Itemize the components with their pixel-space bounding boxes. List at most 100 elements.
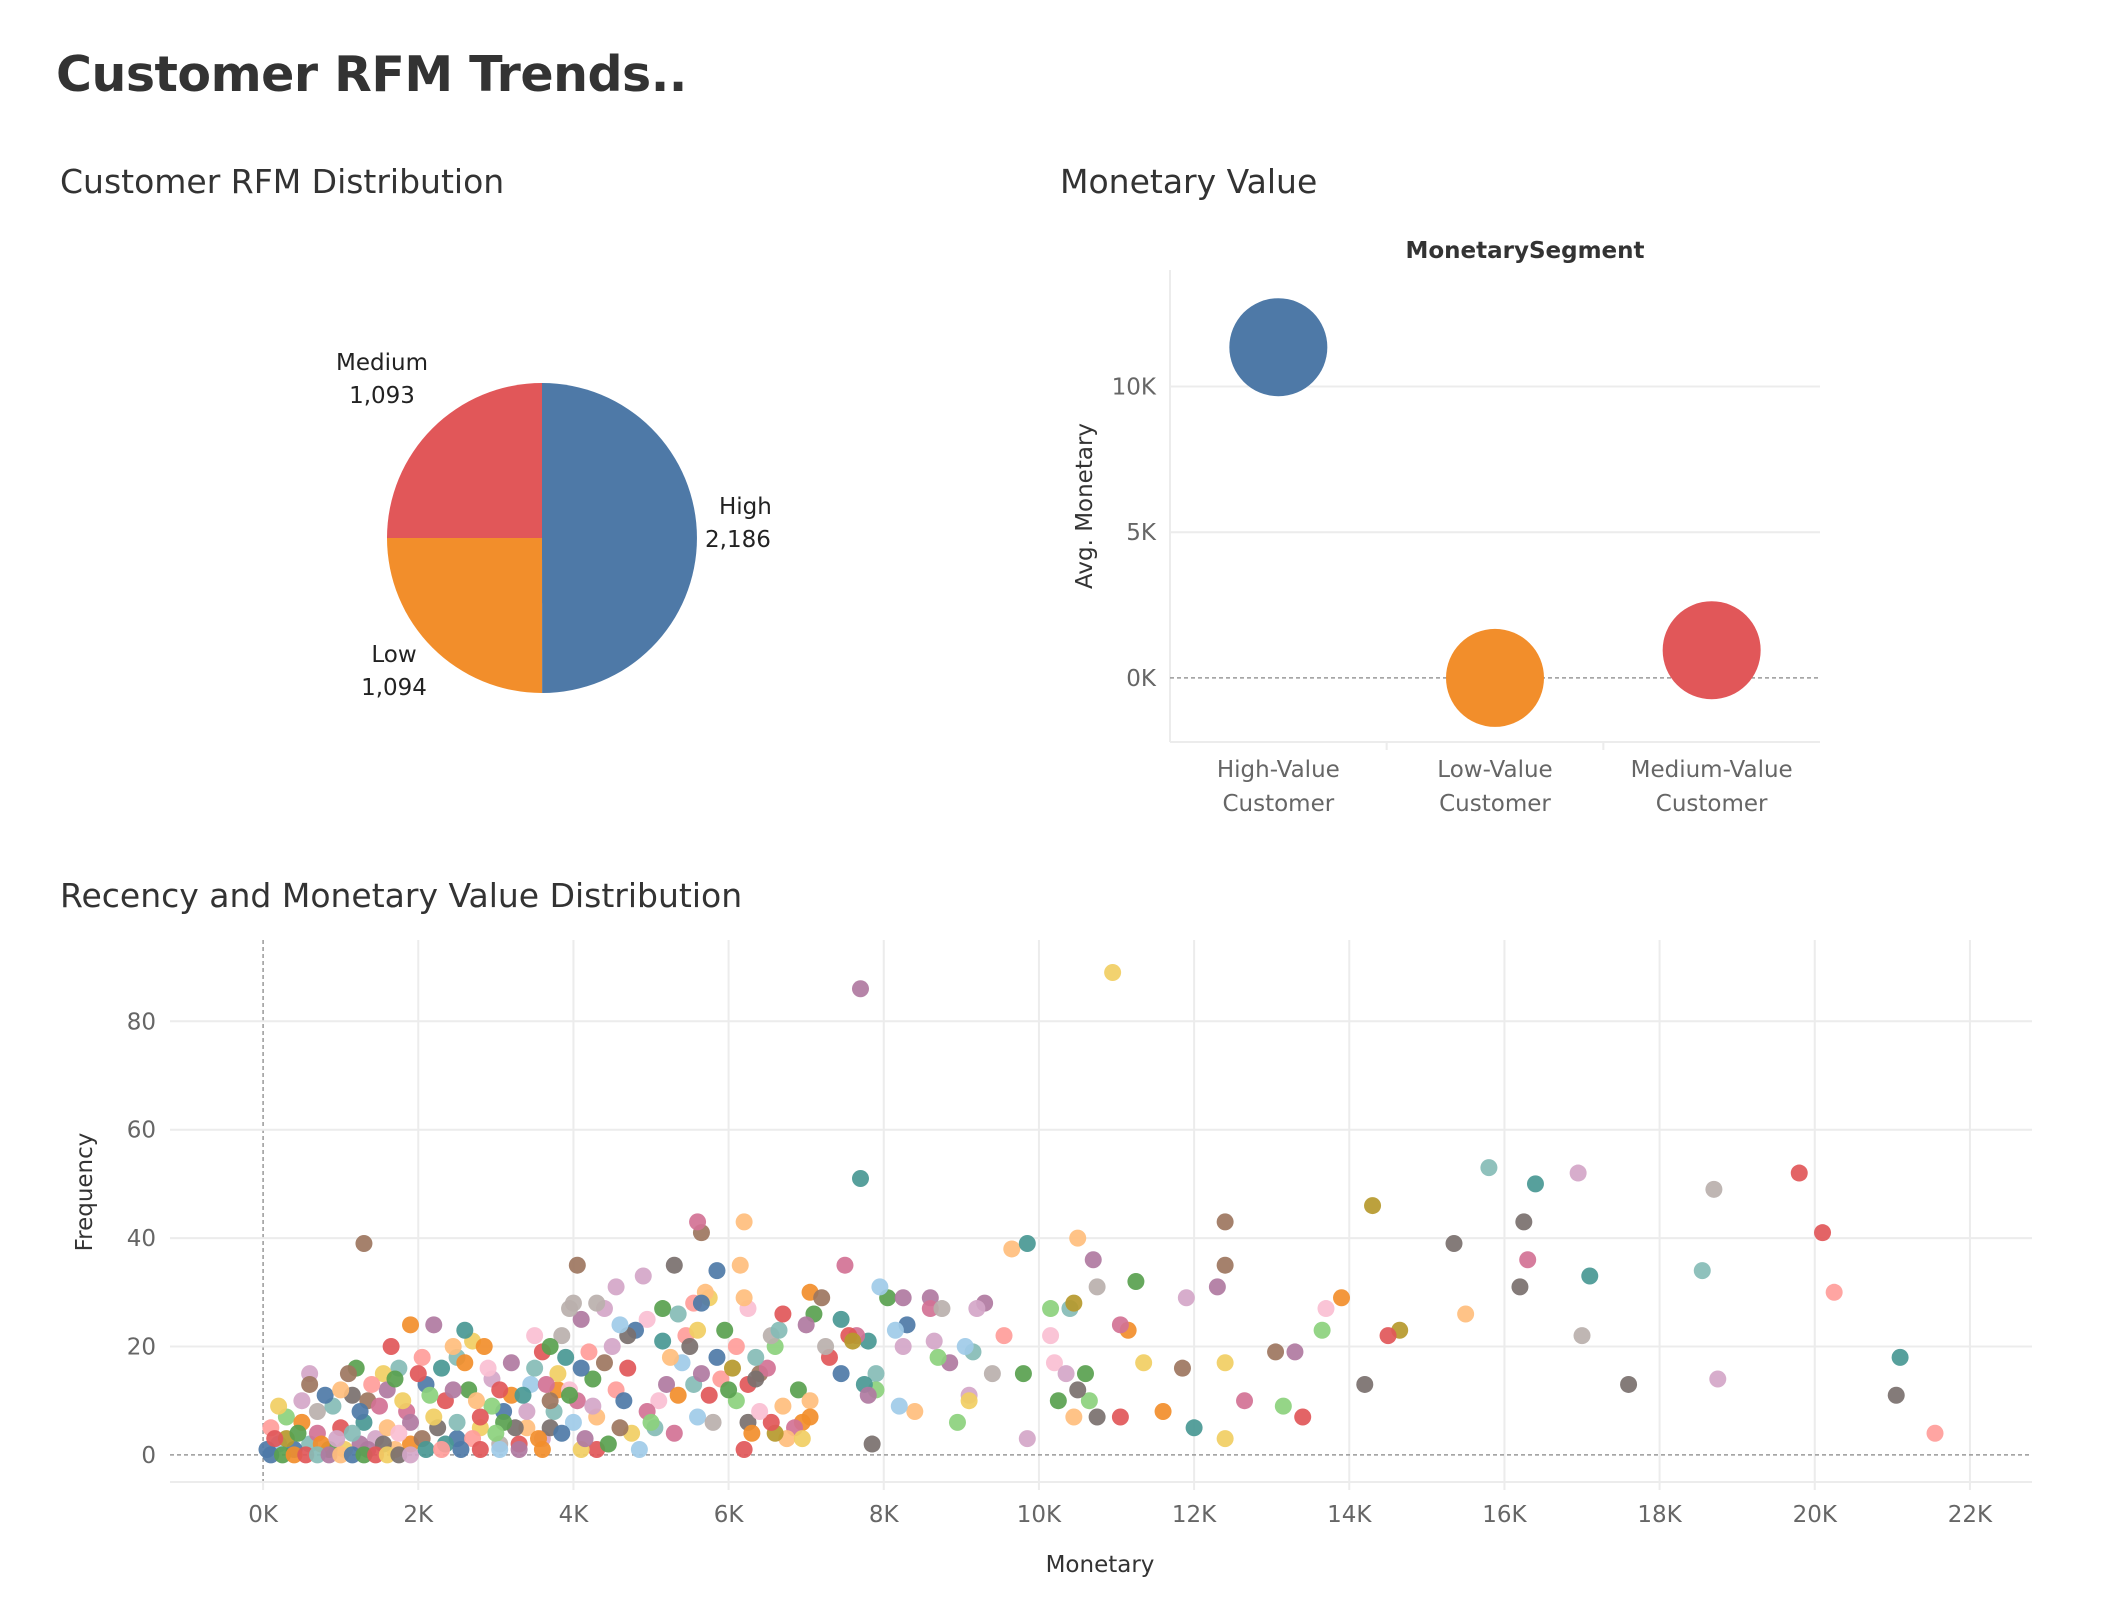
scatter-point	[832, 1310, 850, 1328]
scatter-point	[619, 1359, 637, 1377]
scatter-point	[564, 1413, 582, 1431]
scatter-y-tick-label: 0	[141, 1443, 156, 1469]
bubble-category-label: Low-Value	[1437, 757, 1552, 783]
scatter-point	[588, 1294, 606, 1312]
scatter-point	[444, 1338, 462, 1355]
scatter-point	[293, 1392, 311, 1410]
scatter-point	[689, 1213, 707, 1231]
scatter-point	[1042, 1300, 1060, 1318]
scatter-point	[1825, 1283, 1843, 1301]
scatter-point	[308, 1403, 326, 1421]
scatter-point	[669, 1305, 687, 1323]
scatter-point	[1088, 1408, 1106, 1426]
pie-value-medium: 1,093	[349, 383, 415, 409]
scatter-y-tick-label: 60	[127, 1118, 156, 1144]
scatter-y-tick-label: 20	[127, 1335, 156, 1361]
scatter-point	[1515, 1213, 1533, 1231]
scatter-point	[270, 1397, 288, 1415]
scatter-point	[320, 1446, 338, 1464]
bubble-category-label: Customer	[1656, 791, 1768, 817]
scatter-point	[402, 1413, 420, 1431]
scatter-point	[1042, 1327, 1060, 1345]
scatter-point	[689, 1408, 707, 1426]
scatter-point	[487, 1424, 505, 1442]
scatter-x-tick-label: 0K	[248, 1502, 279, 1528]
scatter-x-tick-label: 8K	[869, 1502, 900, 1528]
scatter-point	[669, 1386, 687, 1404]
bubble-category-label: High-Value	[1217, 757, 1340, 783]
scatter-x-tick-label: 12K	[1172, 1502, 1217, 1528]
scatter-point	[817, 1338, 835, 1355]
scatter-point	[448, 1413, 466, 1431]
scatter-point	[1356, 1375, 1374, 1393]
scatter-point	[704, 1413, 722, 1431]
scatter-point	[700, 1386, 718, 1404]
scatter-point	[933, 1300, 951, 1318]
scatter-point	[510, 1440, 528, 1458]
scatter-point	[1216, 1213, 1234, 1231]
scatter-point	[844, 1332, 862, 1350]
scatter-point	[339, 1365, 357, 1383]
scatter-point	[1267, 1343, 1285, 1361]
bubble-category-label: Customer	[1439, 791, 1551, 817]
scatter-point	[692, 1294, 710, 1312]
scatter-point	[654, 1300, 672, 1318]
scatter-point	[433, 1440, 451, 1458]
scatter-point	[1926, 1424, 1944, 1442]
scatter-point	[1705, 1180, 1723, 1198]
scatter-point	[533, 1440, 551, 1458]
scatter-point	[561, 1386, 579, 1404]
scatter-point	[813, 1289, 831, 1307]
scatter-point	[1581, 1267, 1599, 1285]
scatter-point	[925, 1332, 943, 1350]
scatter-point	[1286, 1343, 1304, 1361]
scatter-point	[316, 1386, 334, 1404]
scatter-point	[526, 1359, 544, 1377]
scatter-point	[1088, 1278, 1106, 1296]
scatter-point	[444, 1381, 462, 1399]
scatter-point	[289, 1424, 307, 1442]
scatter-point	[1317, 1300, 1335, 1318]
scatter-point	[747, 1348, 765, 1366]
scatter-point	[743, 1424, 761, 1442]
bubble-medium-value-customer	[1662, 601, 1761, 700]
scatter-point	[386, 1370, 404, 1388]
scatter-point	[1049, 1392, 1067, 1410]
scatter-point	[308, 1446, 326, 1464]
pie-label-low: Low	[371, 642, 416, 668]
scatter-point	[1076, 1365, 1094, 1383]
scatter-point	[615, 1392, 633, 1410]
scatter-point	[1887, 1386, 1905, 1404]
scatter-point	[568, 1256, 586, 1274]
scatter-point	[851, 1169, 869, 1187]
scatter-point	[273, 1446, 291, 1464]
scatter-point	[1127, 1272, 1145, 1290]
scatter-point	[332, 1381, 350, 1399]
scatter-point	[1173, 1359, 1191, 1377]
scatter-point	[1069, 1381, 1087, 1399]
scatter-point	[727, 1338, 745, 1355]
scatter-point	[541, 1338, 559, 1355]
pie-panel-title: Customer RFM Distribution	[60, 162, 505, 201]
scatter-point	[576, 1430, 594, 1448]
scatter-point	[716, 1321, 734, 1339]
scatter-point	[863, 1435, 881, 1453]
scatter-point	[351, 1403, 369, 1421]
scatter-point	[425, 1408, 443, 1426]
scatter-point	[603, 1338, 621, 1355]
scatter-point	[1891, 1348, 1909, 1366]
scatter-point	[832, 1365, 850, 1383]
scatter-point	[378, 1446, 396, 1464]
scatter-point	[343, 1424, 361, 1442]
scatter-point	[665, 1424, 683, 1442]
scatter-x-tick-label: 4K	[559, 1502, 590, 1528]
scatter-point	[553, 1424, 571, 1442]
scatter-point	[890, 1397, 908, 1415]
scatter-point	[774, 1305, 792, 1323]
scatter-point	[456, 1354, 474, 1372]
scatter-point	[665, 1256, 683, 1274]
scatter-point	[650, 1392, 668, 1410]
scatter-point	[394, 1392, 412, 1410]
scatter-point	[983, 1365, 1001, 1383]
